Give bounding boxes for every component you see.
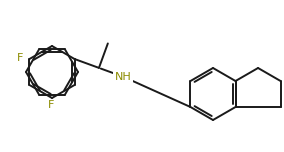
Text: F: F — [48, 100, 54, 110]
Text: F: F — [17, 53, 24, 63]
Text: NH: NH — [115, 72, 132, 82]
